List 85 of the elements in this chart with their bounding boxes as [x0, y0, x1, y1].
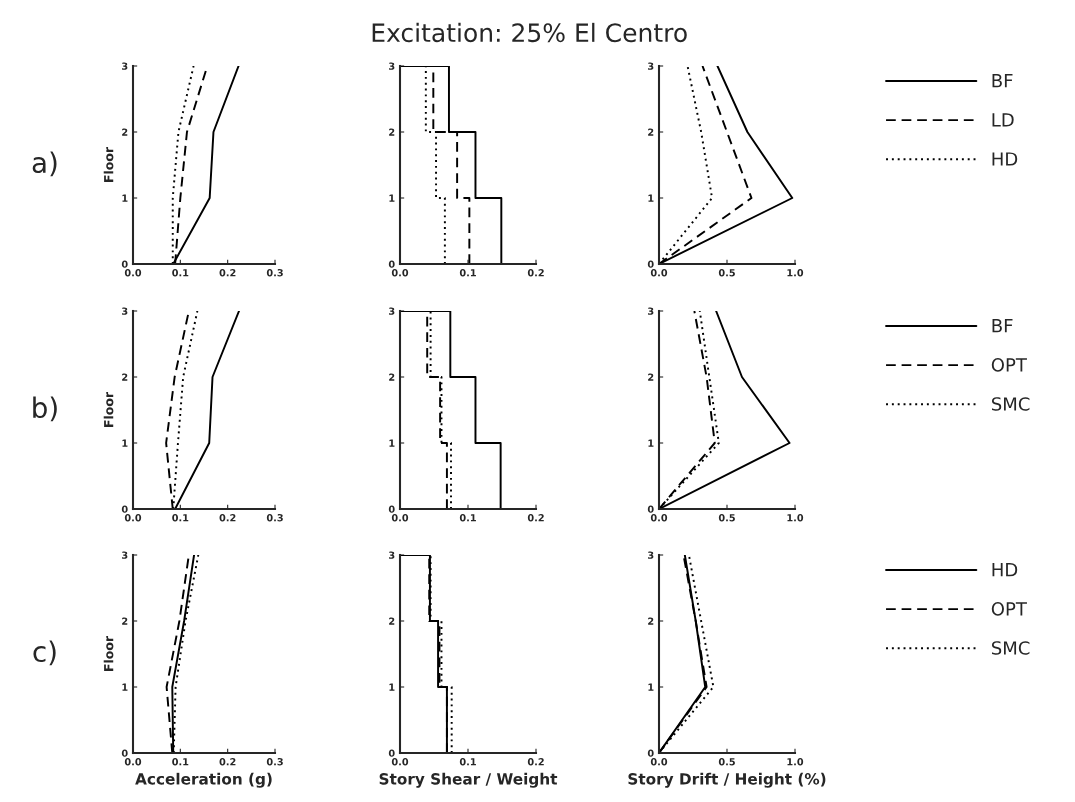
x-tick-label: 0.1 — [459, 514, 476, 522]
y-tick-label: 3 — [122, 551, 128, 559]
y-tick-label: 0 — [388, 260, 395, 268]
x-tick-label: 0.1 — [172, 514, 189, 522]
x-tick-label: 0.0 — [650, 514, 668, 522]
x-tick-label: 0.0 — [391, 269, 409, 277]
y-tick-label: 2 — [389, 617, 395, 625]
y-tick-label: 3 — [389, 62, 395, 70]
y-tick-label: 1 — [648, 194, 654, 202]
y-tick-label: 1 — [122, 683, 128, 691]
x-tick-label: 0.2 — [219, 269, 236, 277]
y-tick-label: 1 — [389, 194, 395, 202]
legend-label: BF — [992, 74, 1013, 88]
text: b) — [33, 396, 57, 422]
y-tick-label: 1 — [122, 194, 128, 202]
x-tick-label: 0.2 — [527, 758, 544, 766]
x-tick-label: 0.0 — [650, 269, 668, 277]
chart-title: Excitation: 25% El Centro — [372, 22, 687, 43]
legend-label: HD — [992, 563, 1018, 577]
x-tick-label: 0.0 — [391, 514, 409, 522]
y-tick-label: 3 — [648, 551, 654, 559]
x-tick-label: 0.3 — [266, 758, 283, 766]
legend-label: OPT — [991, 358, 1027, 372]
legend-label: HD — [992, 152, 1018, 166]
y-tick-label: 0 — [121, 505, 128, 513]
x-tick-label: 0.0 — [391, 758, 409, 766]
y-axis-title: Floor — [103, 635, 114, 671]
y-tick-label: 2 — [389, 128, 395, 136]
y-axis-title: Floor — [103, 391, 114, 427]
legend-label: OPT — [991, 602, 1027, 616]
legend-label: SMC — [991, 641, 1030, 655]
y-tick-label: 0 — [388, 505, 395, 513]
x-tick-label: 0.3 — [266, 269, 283, 277]
x-tick-label: 0.0 — [124, 269, 142, 277]
y-tick-label: 2 — [122, 617, 128, 625]
x-tick-label: 1.0 — [787, 514, 804, 522]
y-tick-label: 3 — [648, 62, 654, 70]
x-tick-label: 0.1 — [172, 269, 189, 277]
y-tick-label: 0 — [121, 260, 128, 268]
y-tick-label: 0 — [647, 260, 654, 268]
legend-label: BF — [992, 319, 1013, 333]
x-axis-title: Acceleration (g) — [135, 772, 272, 788]
y-axis-title: Floor — [103, 146, 114, 182]
y-tick-label: 3 — [389, 307, 395, 315]
legend-label: SMC — [991, 397, 1030, 411]
y-tick-label: 3 — [122, 62, 128, 70]
y-tick-label: 2 — [648, 617, 654, 625]
y-tick-label: 2 — [122, 373, 128, 381]
y-tick-label: 2 — [648, 128, 654, 136]
x-tick-label: 1.0 — [787, 269, 804, 277]
x-tick-label: 0.0 — [124, 514, 142, 522]
x-axis-title: Story Shear / Weight — [379, 772, 558, 788]
y-tick-label: 3 — [648, 307, 654, 315]
x-tick-label: 1.0 — [787, 758, 804, 766]
legend-label: LD — [992, 113, 1014, 127]
x-tick-label: 0.0 — [650, 758, 668, 766]
y-tick-label: 0 — [647, 749, 654, 757]
x-tick-label: 0.5 — [718, 269, 735, 277]
x-tick-label: 0.0 — [124, 758, 142, 766]
y-tick-label: 1 — [122, 439, 128, 447]
text: c) — [33, 640, 56, 666]
x-tick-label: 0.2 — [527, 269, 544, 277]
y-tick-label: 1 — [648, 683, 654, 691]
y-tick-label: 3 — [389, 551, 395, 559]
y-tick-label: 2 — [648, 373, 654, 381]
y-tick-label: 1 — [389, 683, 395, 691]
y-tick-label: 1 — [648, 439, 654, 447]
y-tick-label: 3 — [122, 307, 128, 315]
x-tick-label: 0.5 — [718, 514, 735, 522]
y-tick-label: 2 — [389, 373, 395, 381]
y-tick-label: 2 — [122, 128, 128, 136]
x-tick-label: 0.2 — [219, 514, 236, 522]
x-tick-label: 0.5 — [718, 758, 735, 766]
y-tick-label: 0 — [121, 749, 128, 757]
x-tick-label: 0.1 — [459, 269, 476, 277]
x-tick-label: 0.2 — [219, 758, 236, 766]
x-tick-label: 0.1 — [172, 758, 189, 766]
x-tick-label: 0.1 — [459, 758, 476, 766]
x-axis-title: Story Drift / Height (%) — [628, 772, 826, 788]
x-tick-label: 0.2 — [527, 514, 544, 522]
y-tick-label: 0 — [388, 749, 395, 757]
y-tick-label: 0 — [647, 505, 654, 513]
x-tick-label: 0.3 — [266, 514, 283, 522]
text: a) — [32, 151, 57, 177]
y-tick-label: 1 — [389, 439, 395, 447]
